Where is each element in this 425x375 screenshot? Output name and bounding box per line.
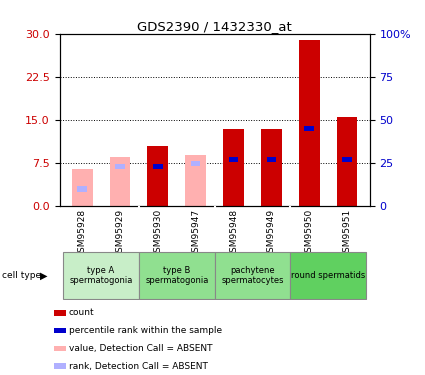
Text: GSM95947: GSM95947 — [191, 209, 200, 258]
Bar — [77, 186, 87, 192]
Bar — [229, 157, 238, 162]
Bar — [290, 252, 366, 299]
Text: rank, Detection Call = ABSENT: rank, Detection Call = ABSENT — [69, 362, 208, 371]
Bar — [185, 154, 206, 206]
Text: pachytene
spermatocytes: pachytene spermatocytes — [221, 266, 284, 285]
Text: cell type: cell type — [2, 271, 41, 280]
Bar — [153, 164, 163, 169]
Text: GSM95951: GSM95951 — [343, 209, 351, 258]
Bar — [266, 157, 276, 162]
Text: type A
spermatogonia: type A spermatogonia — [69, 266, 133, 285]
Bar — [139, 252, 215, 299]
Bar — [115, 164, 125, 169]
Bar — [63, 252, 139, 299]
Bar — [223, 129, 244, 206]
Text: value, Detection Call = ABSENT: value, Detection Call = ABSENT — [69, 344, 212, 353]
Text: count: count — [69, 308, 95, 317]
Text: GSM95929: GSM95929 — [116, 209, 125, 258]
Text: GSM95949: GSM95949 — [267, 209, 276, 258]
Bar — [54, 310, 66, 316]
Bar — [191, 160, 201, 166]
Bar — [54, 328, 66, 333]
Text: type B
spermatogonia: type B spermatogonia — [145, 266, 209, 285]
Title: GDS2390 / 1432330_at: GDS2390 / 1432330_at — [137, 20, 292, 33]
Text: ▶: ▶ — [40, 271, 48, 280]
Text: GSM95928: GSM95928 — [78, 209, 87, 258]
Bar — [54, 363, 66, 369]
Bar — [72, 169, 93, 206]
Bar — [147, 146, 168, 206]
Bar — [299, 39, 320, 206]
Bar — [215, 252, 290, 299]
Bar — [261, 129, 282, 206]
Bar — [110, 158, 130, 206]
Bar — [304, 126, 314, 131]
Bar — [337, 117, 357, 206]
Text: GSM95950: GSM95950 — [305, 209, 314, 258]
Bar — [342, 157, 352, 162]
Bar — [54, 346, 66, 351]
Text: GSM95948: GSM95948 — [229, 209, 238, 258]
Text: round spermatids: round spermatids — [291, 271, 365, 280]
Text: GSM95930: GSM95930 — [153, 209, 162, 258]
Text: percentile rank within the sample: percentile rank within the sample — [69, 326, 222, 335]
